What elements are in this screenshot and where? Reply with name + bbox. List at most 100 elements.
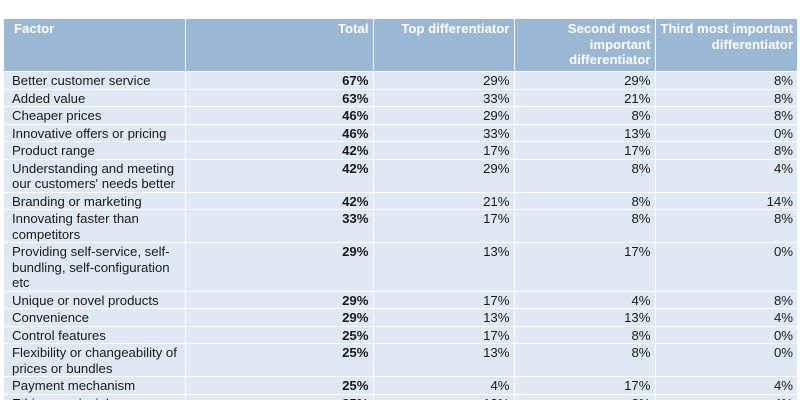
table-row: Added value 63% 33% 21% 8%	[4, 88, 797, 107]
cell-top: 21%	[372, 191, 514, 210]
cell-factor: Understanding and meeting our customers'…	[4, 158, 185, 192]
cell-third: 4%	[654, 376, 797, 394]
table-row: Control features 25% 17% 8% 0%	[4, 325, 797, 344]
cell-top: 17%	[372, 325, 514, 344]
cell-total: 46%	[184, 106, 373, 124]
cell-factor: Convenience	[4, 308, 185, 326]
cell-top: 33%	[372, 123, 514, 142]
table-row: Ethics or principles25%13%8%4%	[4, 393, 797, 400]
cell-third: 4%	[654, 393, 797, 400]
cell-total: 25%	[184, 393, 373, 400]
cell-top: 13%	[372, 242, 514, 291]
cell-second: 17%	[513, 242, 655, 291]
cell-third: 0%	[654, 325, 797, 344]
cell-third: 4%	[654, 308, 797, 326]
cell-total: 67%	[184, 71, 373, 89]
cell-top: 17%	[372, 209, 514, 243]
cell-total: 42%	[184, 141, 373, 159]
cell-top: 17%	[372, 290, 514, 309]
table-row: Understanding and meeting our customers'…	[4, 158, 797, 192]
cell-total: 25%	[184, 376, 373, 394]
cell-factor: Control features	[4, 325, 185, 344]
header-total: Total	[184, 19, 373, 72]
cell-factor: Flexibility or changeability of prices o…	[4, 343, 185, 377]
cell-total: 33%	[184, 209, 373, 243]
cell-total: 42%	[184, 191, 373, 210]
cell-second: 29%	[513, 71, 655, 89]
header-factor: Factor	[4, 19, 185, 72]
table-row: Convenience 29% 13% 13% 4%	[4, 308, 797, 326]
cell-third: 0%	[654, 242, 797, 291]
cell-factor: Providing self-service, self-bundling, s…	[4, 242, 185, 291]
cell-top: 29%	[372, 71, 514, 89]
cell-second: 8%	[513, 393, 655, 400]
cell-factor: Innovating faster than competitors	[4, 209, 185, 243]
cell-third: 8%	[654, 141, 797, 159]
cell-top: 29%	[372, 158, 514, 192]
cell-total: 25%	[184, 325, 373, 344]
table-row: Unique or novel products 29% 17% 4% 8%	[4, 290, 797, 309]
table-header: Factor Total Top differentiator Second m…	[4, 19, 797, 72]
cell-second: 8%	[513, 209, 655, 243]
table-row: Innovating faster than competitors 33% 17%…	[4, 209, 797, 243]
cell-third: 4%	[654, 158, 797, 192]
header-row: Factor Total Top differentiator Second m…	[4, 19, 797, 72]
cell-second: 21%	[513, 88, 655, 107]
cell-second: 13%	[513, 123, 655, 142]
cell-top: 13%	[372, 308, 514, 326]
cell-factor: Ethics or principles	[4, 393, 185, 400]
cell-top: 33%	[372, 88, 514, 107]
cell-factor: Innovative offers or pricing	[4, 123, 185, 142]
cell-third: 8%	[654, 88, 797, 107]
table-row: Payment mechanism 25% 4% 17% 4%	[4, 376, 797, 394]
cell-second: 17%	[513, 376, 655, 394]
table-row: Flexibility or changeability of prices o…	[4, 343, 797, 377]
cell-third: 0%	[654, 123, 797, 142]
cell-second: 8%	[513, 343, 655, 377]
table-row: Cheaper prices 46% 29% 8% 8%	[4, 106, 797, 124]
cell-second: 4%	[513, 290, 655, 309]
cell-total: 63%	[184, 88, 373, 107]
header-second-differentiator: Second most important differentiator	[513, 19, 655, 72]
table-row: Providing self-service, self-bundling, s…	[4, 242, 797, 291]
cell-second: 8%	[513, 158, 655, 192]
cell-top: 17%	[372, 141, 514, 159]
cell-top: 13%	[372, 393, 514, 400]
header-third-differentiator: Third most important differentiator	[654, 19, 797, 72]
cell-second: 13%	[513, 308, 655, 326]
cell-third: 8%	[654, 106, 797, 124]
header-top-differentiator: Top differentiator	[372, 19, 514, 72]
cell-second: 8%	[513, 325, 655, 344]
cell-total: 29%	[184, 290, 373, 309]
table-row: Branding or marketing 42% 21% 8% 14%	[4, 191, 797, 210]
cell-third: 14%	[654, 191, 797, 210]
table-body: Better customer service 67% 29% 29% 8% Added …	[4, 71, 797, 400]
cell-total: 42%	[184, 158, 373, 192]
cell-factor: Payment mechanism	[4, 376, 185, 394]
differentiator-table: Factor Total Top differentiator Second m…	[4, 19, 797, 400]
cell-second: 8%	[513, 191, 655, 210]
cell-top: 4%	[372, 376, 514, 394]
cell-total: 29%	[184, 308, 373, 326]
table-row: Better customer service 67% 29% 29% 8%	[4, 71, 797, 89]
cell-third: 8%	[654, 290, 797, 309]
cell-factor: Unique or novel products	[4, 290, 185, 309]
cell-factor: Product range	[4, 141, 185, 159]
cell-total: 25%	[184, 343, 373, 377]
table-row: Product range 42% 17% 17% 8%	[4, 141, 797, 159]
cell-factor: Branding or marketing	[4, 191, 185, 210]
table-row: Innovative offers or pricing 46% 33% 13% 0%	[4, 123, 797, 142]
cell-second: 17%	[513, 141, 655, 159]
cell-factor: Cheaper prices	[4, 106, 185, 124]
cell-top: 29%	[372, 106, 514, 124]
cell-top: 13%	[372, 343, 514, 377]
cell-third: 0%	[654, 343, 797, 377]
cell-factor: Added value	[4, 88, 185, 107]
cell-second: 8%	[513, 106, 655, 124]
cell-factor: Better customer service	[4, 71, 185, 89]
cell-third: 8%	[654, 209, 797, 243]
cell-total: 29%	[184, 242, 373, 291]
cell-total: 46%	[184, 123, 373, 142]
cell-third: 8%	[654, 71, 797, 89]
